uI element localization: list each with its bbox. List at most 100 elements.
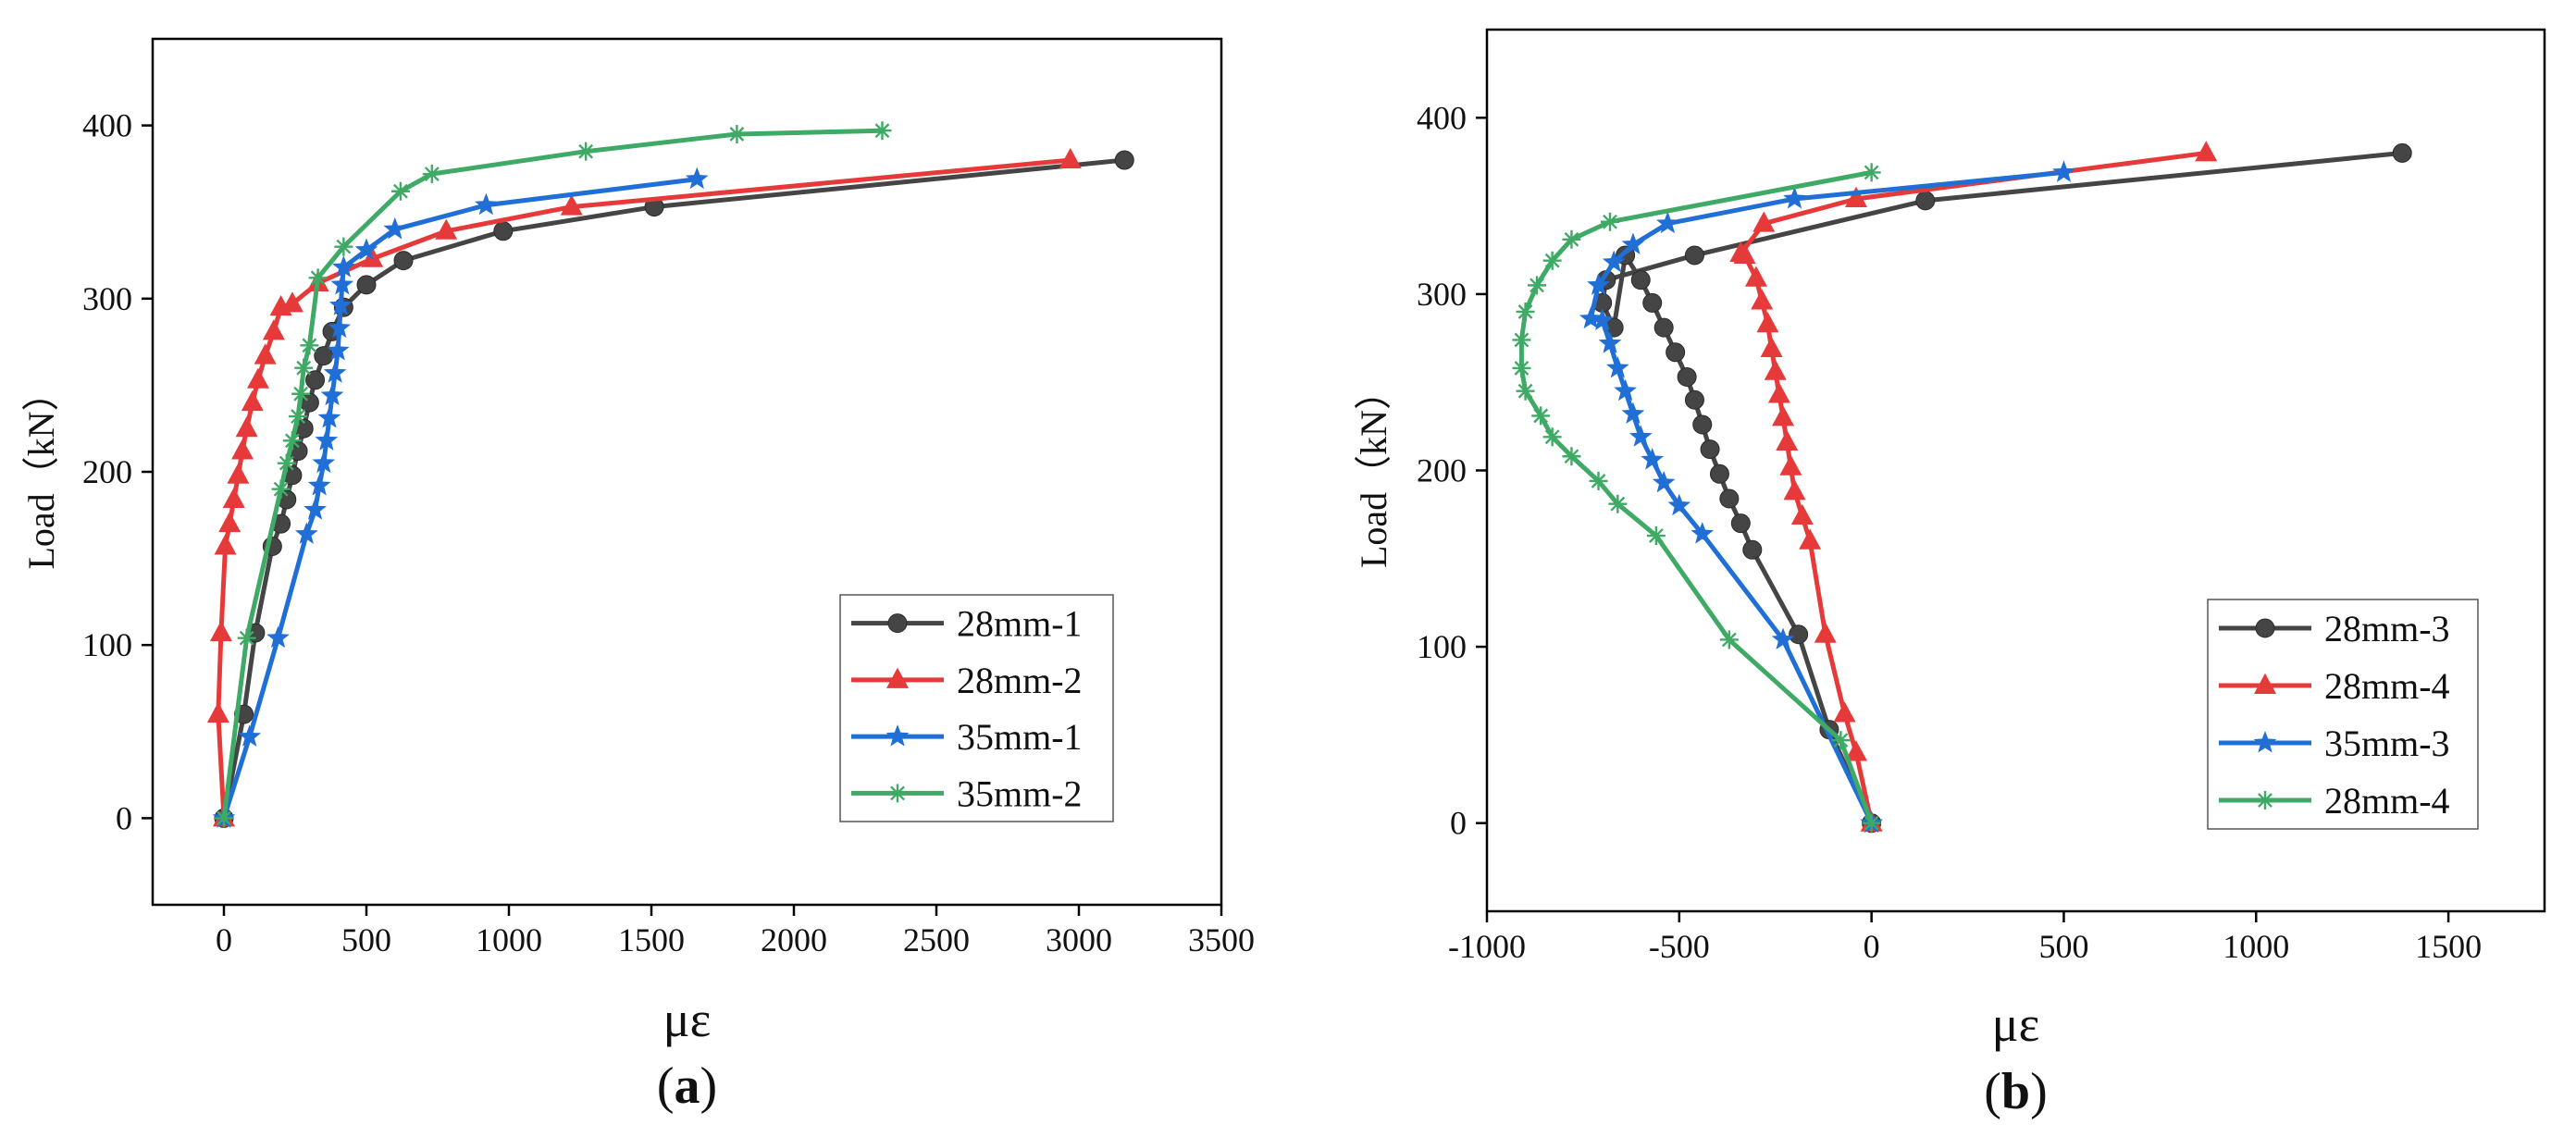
x-tick-label: 2500	[903, 921, 970, 958]
data-point	[1772, 405, 1795, 426]
x-tick-label: 1000	[2223, 928, 2289, 965]
data-point	[280, 291, 303, 313]
data-point	[312, 451, 336, 474]
x-axis-label: με	[663, 992, 712, 1047]
legend-label: 35mm-2	[957, 772, 1083, 814]
data-point	[320, 383, 344, 406]
data-point	[1760, 336, 1783, 357]
data-point	[1790, 503, 1814, 525]
data-point	[1614, 378, 1637, 402]
series-28mm-4	[1729, 141, 2218, 832]
data-point	[475, 192, 498, 216]
y-axis-label: Load（kN）	[20, 374, 62, 569]
data-point	[1512, 358, 1531, 377]
data-point	[305, 370, 326, 390]
data-point	[294, 522, 318, 544]
data-point	[303, 498, 327, 520]
data-point	[560, 194, 583, 216]
data-point	[1630, 270, 1651, 290]
legend-label: 28mm-1	[957, 603, 1083, 645]
data-point	[393, 251, 414, 271]
data-point	[300, 336, 319, 355]
data-point	[1601, 212, 1619, 231]
data-point	[1833, 701, 1856, 723]
data-point	[1767, 382, 1790, 403]
data-point	[308, 268, 328, 288]
data-point	[271, 479, 291, 499]
data-point	[1579, 306, 1603, 329]
data-point	[1621, 232, 1645, 255]
x-tick-label: 500	[2038, 928, 2088, 965]
data-point	[1845, 740, 1868, 761]
data-point	[291, 384, 311, 403]
data-point	[1642, 292, 1663, 313]
data-point	[1845, 186, 1868, 207]
data-point	[1700, 439, 1720, 460]
legend-marker	[886, 667, 909, 688]
data-point	[2392, 142, 2412, 163]
legend-marker	[2255, 618, 2275, 638]
y-tick-label: 300	[82, 280, 132, 317]
y-tick-label: 200	[82, 453, 132, 490]
data-point	[1667, 493, 1691, 516]
data-point	[237, 628, 256, 648]
data-point	[1602, 250, 1626, 273]
series-35mm-2	[215, 121, 892, 828]
data-point	[356, 275, 377, 295]
panel-label: (a)	[657, 1057, 717, 1115]
data-point	[222, 487, 245, 508]
data-point	[330, 272, 354, 295]
x-tick-label: -500	[1649, 928, 1710, 965]
data-point	[1516, 302, 1535, 321]
data-point	[1789, 624, 1809, 645]
data-point	[1756, 312, 1779, 333]
data-point	[1744, 266, 1767, 287]
data-point	[215, 809, 233, 828]
data-point	[328, 315, 352, 339]
data-point	[1542, 251, 1562, 270]
data-point	[354, 238, 378, 260]
data-point	[1605, 355, 1629, 378]
legend-marker	[886, 724, 910, 747]
data-point	[435, 218, 458, 240]
data-point	[1589, 471, 1608, 490]
data-point	[1666, 342, 1686, 363]
data-point	[282, 431, 302, 451]
data-point	[1764, 359, 1787, 380]
legend-label: 28mm-4	[2324, 780, 2450, 822]
data-point	[1608, 494, 1628, 513]
data-point	[315, 428, 339, 451]
data-point	[1652, 470, 1676, 493]
y-tick-label: 0	[116, 799, 132, 836]
data-point	[1783, 186, 1806, 209]
x-tick-label: 3500	[1188, 921, 1255, 958]
data-point	[1641, 448, 1665, 470]
y-axis-label: Load（kN）	[1353, 373, 1394, 568]
x-tick-label: 1000	[476, 921, 542, 958]
data-point	[1692, 414, 1713, 435]
data-point	[241, 389, 264, 412]
data-point	[1719, 488, 1740, 509]
data-point	[493, 221, 514, 241]
data-point	[1862, 813, 1881, 833]
data-point	[1646, 526, 1666, 546]
data-point	[235, 416, 258, 438]
legend: 28mm-1 28mm-2 35mm-1 35mm-2	[839, 594, 1114, 822]
legend-label: 35mm-1	[957, 716, 1083, 758]
data-point	[1690, 522, 1715, 544]
data-point	[1831, 731, 1851, 750]
panel-label: (b)	[1984, 1063, 2047, 1120]
data-point	[254, 343, 277, 365]
data-point	[1752, 211, 1776, 232]
data-point	[685, 167, 709, 190]
data-point	[1629, 425, 1653, 447]
data-point	[289, 407, 308, 426]
data-point	[1114, 150, 1134, 170]
data-point	[1653, 317, 1674, 338]
y-tick-label: 100	[82, 626, 132, 663]
legend-marker	[887, 613, 908, 634]
chart-panel-b: -1000 -500 0 500 1000 1500 0 100 200 300 400 με Load…	[1353, 28, 2546, 1120]
x-tick-label: 0	[216, 921, 232, 958]
data-point	[1719, 630, 1739, 649]
